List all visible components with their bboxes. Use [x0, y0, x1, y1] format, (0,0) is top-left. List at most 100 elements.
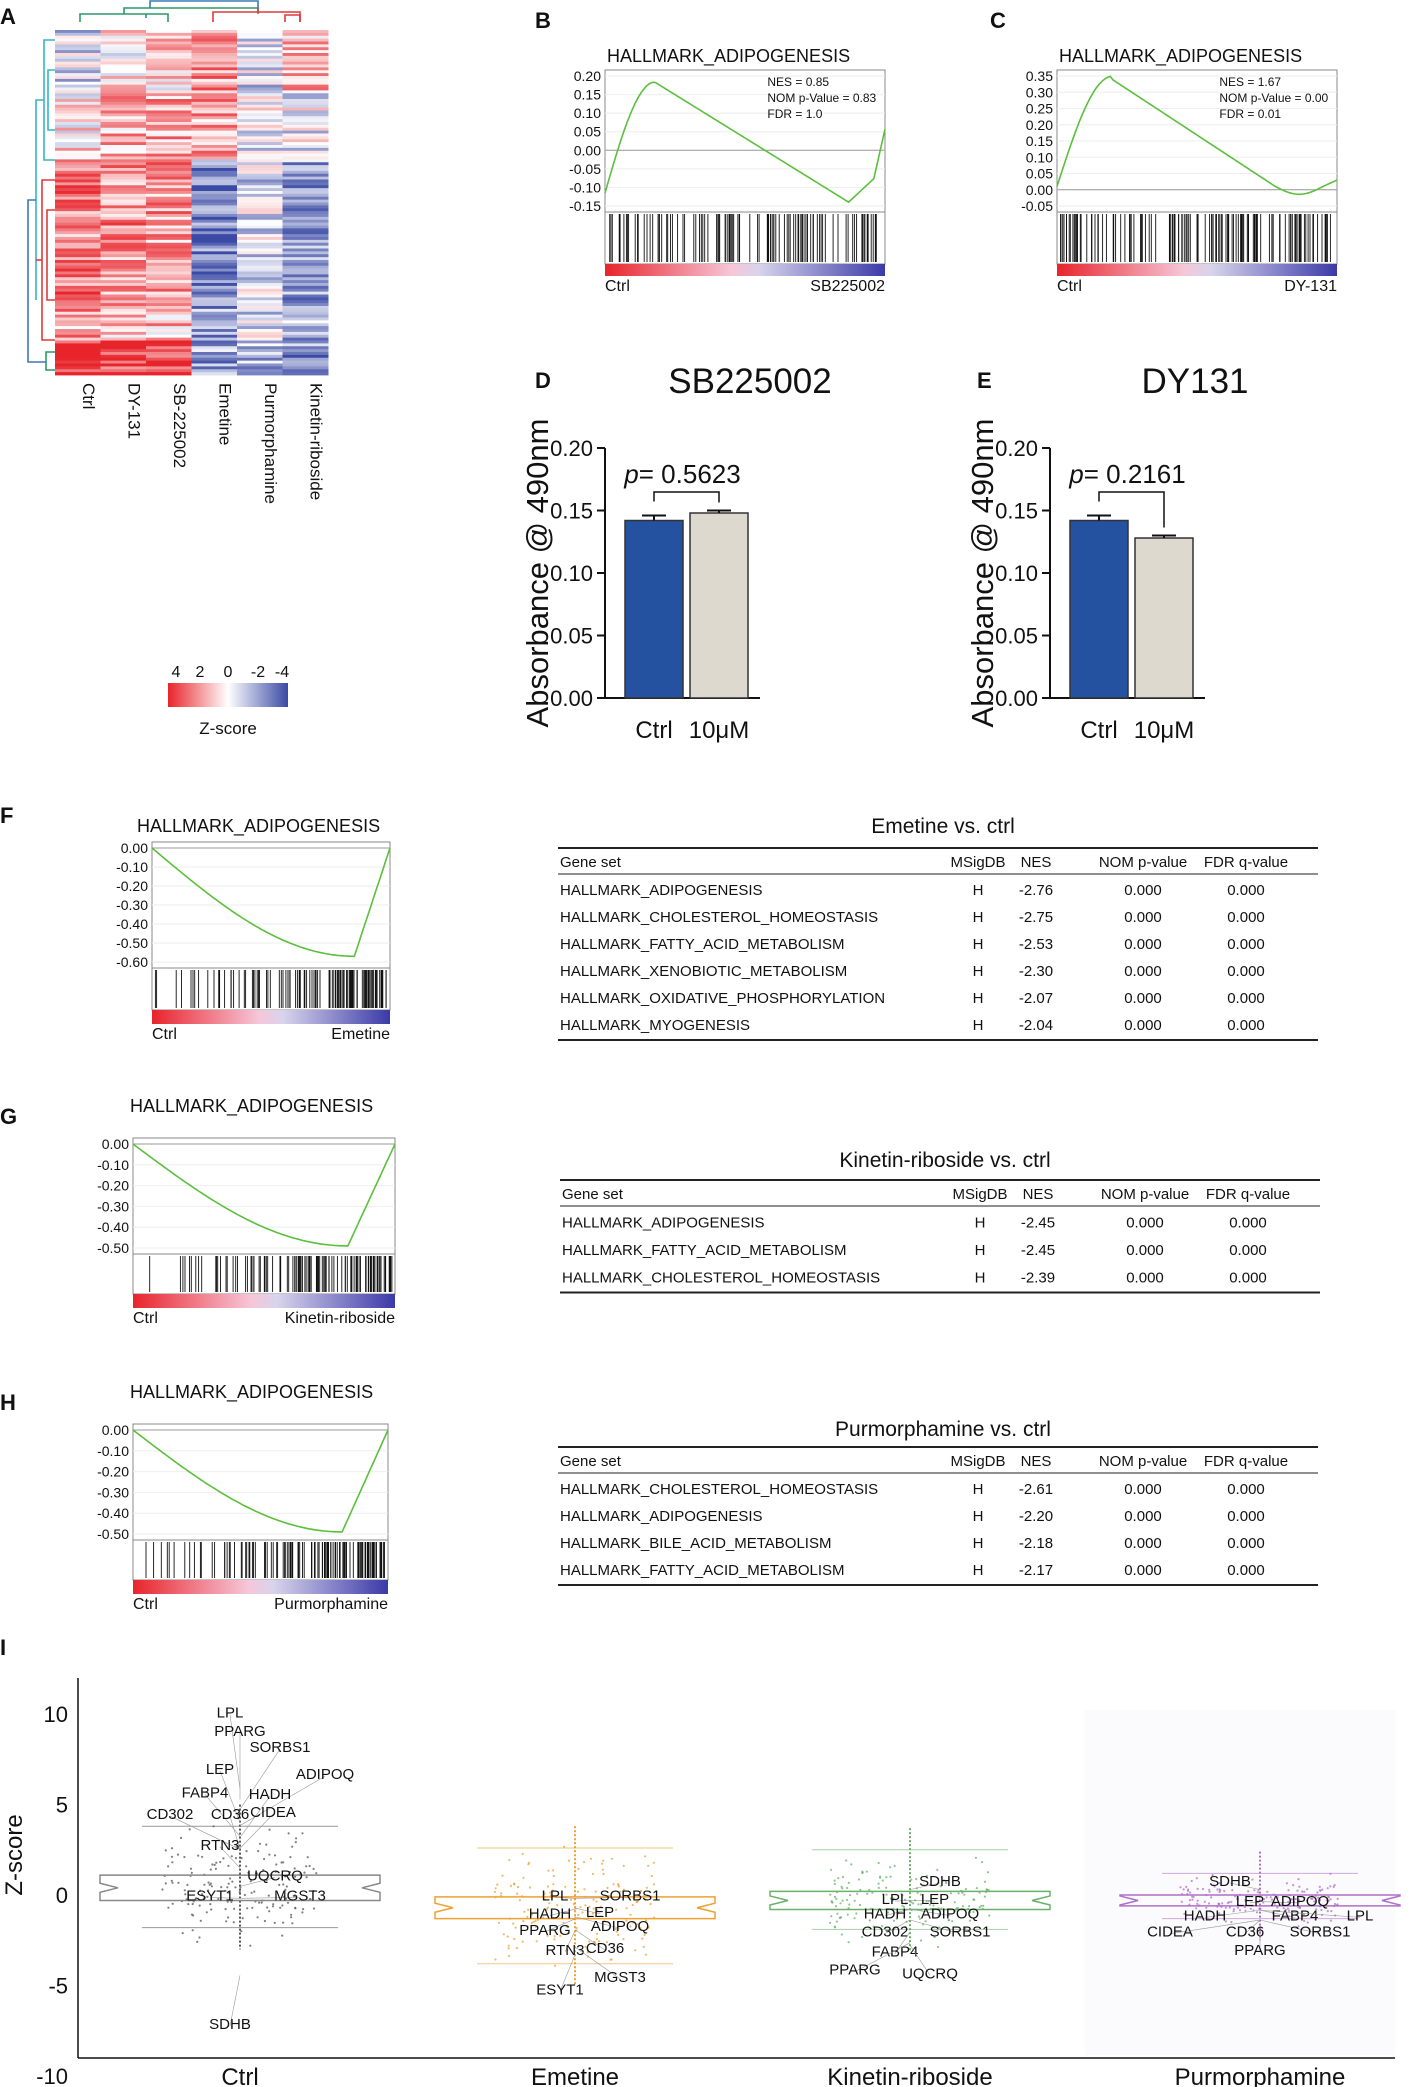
heatmap-cell [282, 119, 329, 123]
heatmap-cell [100, 47, 147, 51]
heatmap-cell [55, 130, 101, 134]
scatter-point [939, 1885, 942, 1888]
scatter-point [889, 1875, 892, 1878]
scatter-point [234, 1886, 237, 1889]
scatter-point [210, 1885, 213, 1888]
heatmap-cell [55, 363, 101, 367]
notched-box [1119, 1894, 1401, 1907]
scatter-point [833, 1895, 837, 1898]
p-value-label: p= 0.5623 [623, 459, 740, 489]
heatmap-cell [55, 64, 101, 68]
gene-label-leader [209, 1897, 241, 1899]
scatter-point [176, 1853, 180, 1856]
heatmap-cell [146, 136, 192, 140]
scatter-point [516, 1885, 520, 1889]
gene-label-leader [554, 1897, 576, 1899]
heatmap-cell [191, 30, 238, 34]
heatmap-cell [100, 139, 147, 143]
scatter-point [889, 1897, 893, 1900]
heatmap-cell [100, 107, 147, 111]
scatter-point [833, 1925, 836, 1928]
scatter-point [189, 1867, 193, 1870]
heatmap-cell [282, 78, 329, 83]
scatter-point [945, 1881, 948, 1885]
heatmap-cell [282, 360, 329, 364]
heatmap-cell [282, 308, 329, 313]
heatmap-cell [282, 188, 329, 192]
scatter-point [549, 1891, 552, 1894]
table-cell: H [973, 963, 984, 980]
scatter-point [301, 1911, 304, 1914]
heatmap-cell [237, 254, 283, 258]
scatter-point [588, 1940, 591, 1943]
heatmap-cell [191, 179, 238, 183]
heatmap-cell [191, 182, 238, 186]
scatter-point [559, 1931, 563, 1934]
gsea-left-label: Ctrl [152, 1026, 177, 1043]
scatter-point [291, 1922, 294, 1925]
scatter-point [553, 1935, 556, 1938]
heatmap-cell [100, 101, 147, 106]
heatmap-cell [282, 122, 329, 126]
table-cell: 0.000 [1227, 1481, 1265, 1498]
table-cell: 0.000 [1126, 1270, 1164, 1287]
scatter-point [213, 1863, 216, 1866]
scatter-point [830, 1900, 833, 1903]
heatmap-cell [191, 251, 238, 255]
heatmap-cell [100, 30, 147, 34]
scatter-point [1236, 1906, 1240, 1909]
gsea-enrichment-frame [132, 1423, 389, 1541]
heatmap-cell [55, 317, 101, 321]
heatmap-cell [237, 242, 283, 247]
scatter-point [559, 1934, 562, 1937]
heatmap-cell [55, 288, 101, 293]
heatmap-cell [282, 99, 329, 103]
scatter-point [184, 1893, 187, 1896]
scatter-point [936, 1868, 939, 1871]
scatter-point [885, 1876, 888, 1879]
scatter-point [595, 1900, 598, 1903]
heatmap-cell [146, 176, 192, 180]
gene-label-leader [229, 1975, 241, 2027]
heatmap-cell [146, 67, 192, 71]
heatmap-cell [146, 104, 192, 109]
heatmap-cell [237, 41, 283, 45]
scatter-point [207, 1881, 210, 1884]
scatter-point [294, 1875, 297, 1878]
heatmap-cell [100, 188, 147, 192]
gsea-plot-kinetin-riboside: HALLMARK_ADIPOGENESIS0.00-0.10-0.20-0.30… [97, 1096, 396, 1327]
gsea-ytick: -0.40 [116, 916, 148, 932]
heatmap-cell [282, 228, 329, 232]
heatmap-cell [191, 311, 238, 316]
scatter-point [1332, 1885, 1335, 1888]
heatmap-cell [191, 231, 238, 235]
heatmap-cell [55, 147, 101, 152]
heatmap-cell [191, 242, 238, 247]
heatmap-cell [191, 176, 238, 180]
gsea-rank-bar [152, 1010, 390, 1024]
gene-label-leader [239, 1775, 326, 1826]
heatmap-cell [146, 96, 192, 100]
bar-chart-ytick-label: 0.05 [550, 624, 593, 649]
heatmap-cell [146, 130, 192, 134]
gene-label: LPL [542, 1887, 569, 1904]
heatmap-cell [191, 113, 238, 117]
scatter-point [1192, 1895, 1195, 1898]
heatmap-cell [100, 363, 147, 367]
heatmap-cell [237, 55, 283, 60]
heatmap-cell [191, 96, 238, 100]
table-header-cell: Gene set [562, 1186, 624, 1203]
scatter-point [268, 1828, 271, 1831]
scatter-point [918, 1917, 922, 1920]
heatmap-cell [100, 283, 147, 287]
scatter-point [1284, 1908, 1287, 1911]
gene-label-leader [239, 1795, 271, 1838]
heatmap-cell [282, 329, 329, 333]
heatmap-cell [146, 360, 192, 364]
gsea-title: HALLMARK_ADIPOGENESIS [137, 816, 380, 837]
heatmap-cell [237, 306, 283, 310]
heatmap-cell [282, 248, 329, 252]
scatter-point [245, 1850, 248, 1853]
heatmap-cell [146, 202, 192, 206]
heatmap-cell [100, 216, 147, 221]
